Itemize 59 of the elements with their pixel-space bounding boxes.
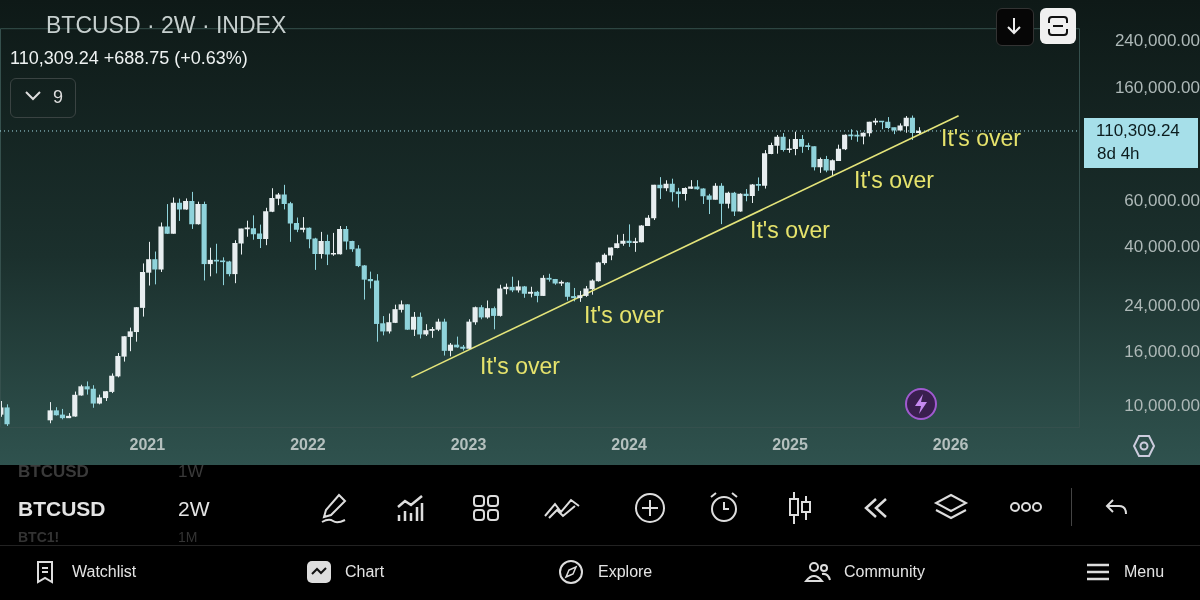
candlestick bbox=[189, 191, 195, 230]
text: 110,309.24 bbox=[1096, 121, 1180, 141]
x-tick-label: 2021 bbox=[129, 436, 166, 454]
y-tick-label: 24,000.00 bbox=[1124, 295, 1200, 315]
x-tick-label: 2024 bbox=[611, 436, 647, 454]
text: Community bbox=[844, 563, 925, 581]
candlestick bbox=[749, 183, 755, 204]
candlestick bbox=[737, 192, 743, 213]
candlestick bbox=[417, 311, 423, 339]
y-tick-label: 40,000.00 bbox=[1124, 237, 1200, 257]
candlestick bbox=[755, 176, 761, 192]
candlestick bbox=[164, 203, 170, 235]
text: Explore bbox=[598, 563, 653, 581]
chart-title: BTCUSD · 2W · INDEX bbox=[46, 12, 287, 39]
candlestick bbox=[324, 234, 330, 266]
candlestick bbox=[306, 226, 312, 249]
text: 1W bbox=[178, 462, 204, 482]
candlestick bbox=[4, 403, 10, 427]
candlestick bbox=[195, 201, 201, 226]
text: BTCUSD bbox=[18, 497, 106, 521]
y-tick-label: 10,000.00 bbox=[1124, 396, 1200, 416]
text: 2W bbox=[178, 497, 210, 521]
candlestick bbox=[780, 132, 786, 153]
x-tick-label: 2022 bbox=[290, 436, 326, 454]
candlestick bbox=[176, 198, 183, 222]
annotation: 9 bbox=[52, 86, 64, 108]
candlestick bbox=[90, 384, 96, 409]
x-tick-label: 2025 bbox=[772, 436, 808, 454]
candlestick bbox=[718, 182, 725, 225]
candlestick bbox=[207, 247, 213, 277]
x-tick-label: 2023 bbox=[450, 436, 487, 454]
candlestick bbox=[318, 231, 324, 260]
candlestick bbox=[250, 214, 256, 241]
candlestick bbox=[312, 237, 318, 271]
text: 110,309.24 +688.75 (+0.63%) bbox=[10, 48, 248, 69]
candlestick bbox=[491, 306, 497, 330]
candlestick bbox=[706, 193, 712, 215]
y-tick-label: 240,000.00 bbox=[1114, 31, 1200, 51]
text: Menu bbox=[1124, 563, 1165, 581]
candlestick bbox=[484, 299, 491, 320]
candlestick bbox=[669, 178, 675, 202]
ref-line-label: 8d 4h bbox=[1097, 143, 1140, 163]
text: Watchlist bbox=[72, 563, 137, 581]
candlestick bbox=[47, 401, 53, 424]
text: BTCUSD bbox=[18, 462, 89, 482]
candlestick bbox=[909, 115, 915, 141]
annotation: It's over bbox=[750, 216, 830, 244]
candlestick bbox=[410, 311, 417, 337]
y-tick-label: 16,000.00 bbox=[1124, 342, 1200, 362]
candlestick bbox=[152, 251, 158, 285]
candlestick bbox=[731, 191, 737, 217]
x-tick-label: 2026 bbox=[932, 436, 969, 454]
y-tick-label: 160,000.00 bbox=[1114, 77, 1200, 97]
text: Chart bbox=[345, 563, 385, 581]
annotation: It's over bbox=[854, 166, 934, 194]
y-tick-label: 60,000.00 bbox=[1124, 190, 1200, 210]
annotation: It's over bbox=[584, 301, 664, 329]
annotation: It's over bbox=[941, 124, 1021, 152]
annotation: It's over bbox=[480, 352, 560, 380]
